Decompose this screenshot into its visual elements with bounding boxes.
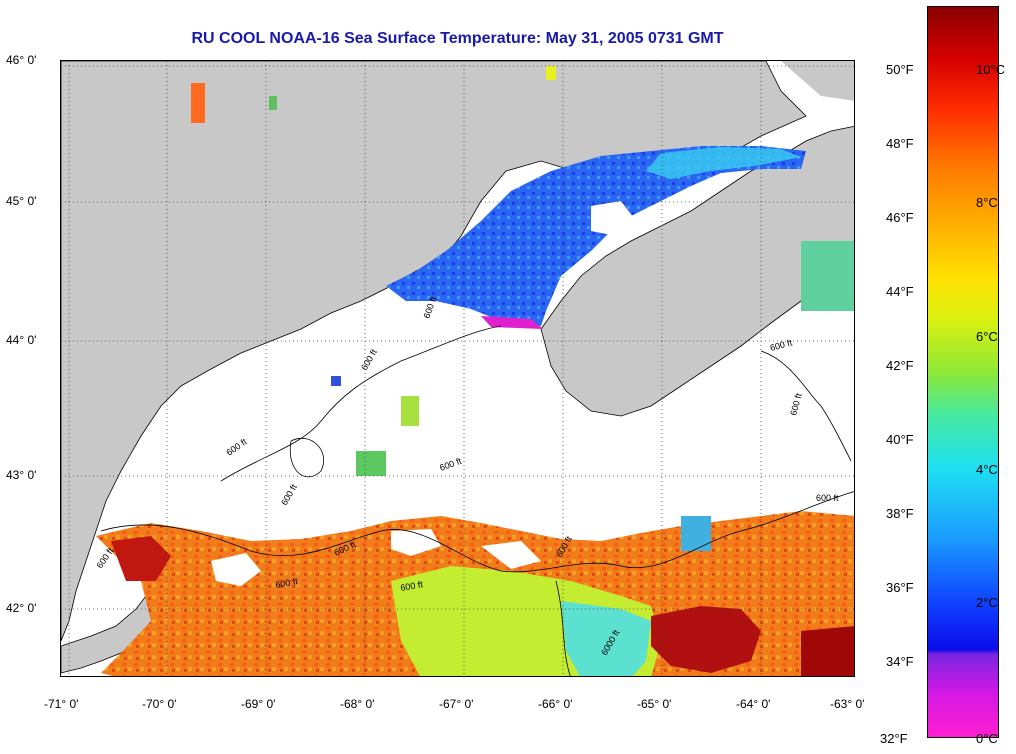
- sst-map-canvas: 600 ft 600 ft 600 ft 600 ft 600 ft 600 f…: [61, 61, 854, 676]
- map-title: RU COOL NOAA-16 Sea Surface Temperature:…: [191, 30, 724, 47]
- contour-6000ft: [555, 580, 571, 676]
- contour-label: 600 ft: [275, 576, 299, 590]
- cloud-patch-1: [211, 553, 261, 586]
- georges-bank-cyan: [561, 601, 651, 676]
- graticule: [61, 61, 854, 676]
- colorbar-f-label: 32°F: [880, 731, 908, 746]
- contour-600ft-main: [100, 491, 854, 573]
- sst-speck: [801, 241, 854, 311]
- colorbar-c-label: 6°C: [976, 329, 998, 344]
- cloud-patch-2: [391, 529, 441, 556]
- land-nova-scotia: [540, 125, 854, 417]
- colorbar-f-label: 48°F: [886, 136, 914, 151]
- hot-spot-southwest: [111, 536, 171, 581]
- lon-label: -66° 0': [538, 697, 573, 711]
- colorbar-f-label: 44°F: [886, 284, 914, 299]
- lon-label: -67° 0': [439, 697, 474, 711]
- colorbar-c-label: 2°C: [976, 595, 998, 610]
- contour-600ft-loop: [289, 438, 324, 478]
- lat-label: 44° 0': [6, 333, 37, 347]
- colorbar-f-label: 42°F: [886, 358, 914, 373]
- lat-label: 45° 0': [6, 194, 37, 208]
- fundy-white-gap: [591, 201, 636, 236]
- sst-speck: [331, 376, 341, 386]
- sst-speck: [191, 83, 205, 123]
- lat-label: 42° 0': [6, 601, 37, 615]
- sst-speck: [356, 451, 386, 476]
- sst-speck: [546, 66, 556, 80]
- lat-label: 46° 0': [6, 53, 37, 67]
- lon-label: -65° 0': [637, 697, 672, 711]
- colorbar-f-label: 46°F: [886, 210, 914, 225]
- lon-label: -64° 0': [736, 697, 771, 711]
- contour-600ft-inner: [220, 325, 502, 482]
- colorbar-c-label: 10°C: [976, 62, 1006, 77]
- colorbar-f-label: 36°F: [886, 580, 914, 595]
- colorbar-c-label: 0°C: [976, 731, 998, 746]
- hot-spot-east: [651, 606, 761, 673]
- colorbar-f-label: 50°F: [886, 62, 914, 77]
- colorbar-c-label: 4°C: [976, 462, 998, 477]
- fundy-cyan-patch: [646, 147, 801, 179]
- colorbar-f-label: 40°F: [886, 432, 914, 447]
- contour-600ft-east: [760, 350, 852, 462]
- sst-speck: [681, 516, 711, 551]
- sst-map: 600 ft 600 ft 600 ft 600 ft 600 ft 600 f…: [60, 60, 855, 677]
- colorbar-f-label: 38°F: [886, 506, 914, 521]
- sst-speck: [401, 396, 419, 426]
- land-top-right: [781, 61, 854, 101]
- lon-label: -68° 0': [340, 697, 375, 711]
- bathymetry-contours: [100, 325, 854, 676]
- colorbar-c-label: 8°C: [976, 195, 998, 210]
- fundy-magenta-edge: [481, 316, 543, 329]
- lon-label: -70° 0': [142, 697, 177, 711]
- contour-label: 600 ft: [400, 579, 424, 593]
- cloud-patch-3: [481, 541, 541, 569]
- sst-speck: [269, 96, 277, 110]
- bay-of-fundy-sst: [386, 146, 806, 326]
- lon-label: -69° 0': [241, 697, 276, 711]
- lat-label: 43° 0': [6, 468, 37, 482]
- colorbar-f-label: 34°F: [886, 654, 914, 669]
- temperature-colorbar: [927, 6, 999, 738]
- hot-spot-se-corner: [801, 626, 854, 676]
- lon-label: -71° 0': [44, 697, 79, 711]
- contour-label: 600 ft: [816, 493, 839, 503]
- lon-label: -63° 0': [830, 697, 865, 711]
